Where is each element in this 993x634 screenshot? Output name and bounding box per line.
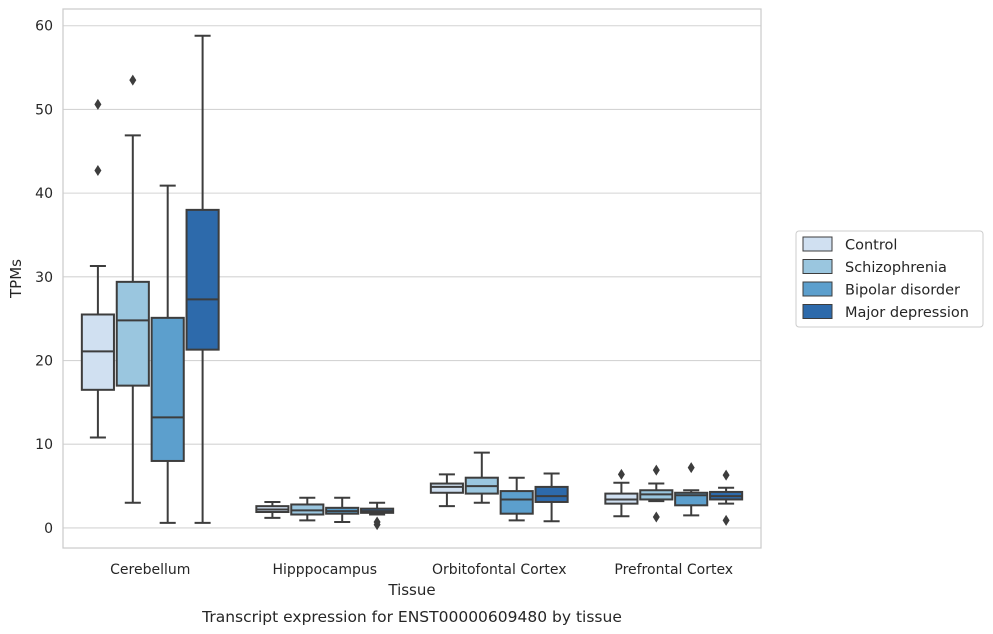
legend-swatch (802, 259, 833, 274)
box-2-0 (150, 184, 185, 524)
x-axis-label: Tissue (387, 581, 435, 599)
box-0-2 (429, 473, 464, 508)
box-3-0 (185, 34, 220, 524)
x-tick-label: Orbitofontal Cortex (432, 562, 567, 578)
box-3-3 (709, 469, 744, 526)
legend-swatch (802, 281, 833, 297)
y-axis-label: TPMs (7, 259, 25, 299)
y-tick-label: 0 (44, 521, 53, 537)
box-2-1 (325, 496, 360, 524)
flier-point (687, 462, 695, 474)
flier-point (722, 469, 730, 481)
y-tick-labels: 0 10 20 30 40 50 60 (35, 19, 53, 537)
box-0-3 (604, 468, 639, 518)
box-1-0 (115, 74, 150, 504)
box-body (429, 482, 464, 494)
legend-label: Schizophrenia (845, 260, 947, 276)
box-body (499, 490, 534, 515)
box-1-1 (290, 496, 325, 522)
x-tick-label: Hipppocampus (272, 562, 377, 578)
flier-point (373, 516, 381, 528)
y-tick-label: 10 (35, 437, 53, 453)
box-2-2 (499, 476, 534, 522)
box-body (534, 485, 569, 503)
flier-point (94, 165, 102, 177)
y-tick-label: 60 (35, 19, 53, 35)
box-3-2 (534, 472, 569, 523)
box-3-1 (360, 501, 395, 531)
box-body (185, 208, 220, 351)
y-tick-label: 20 (35, 354, 53, 370)
box-body (150, 316, 185, 462)
plot-frame (62, 8, 762, 549)
legend-label: Control (845, 238, 897, 254)
legend-swatch (802, 304, 833, 319)
flier-point (652, 464, 660, 476)
y-tick-label: 50 (35, 102, 53, 118)
flier-point (722, 514, 730, 526)
flier-point (652, 511, 660, 523)
y-tick-label: 40 (35, 186, 53, 202)
box-0-1 (255, 500, 290, 519)
legend-label: Bipolar disorder (845, 283, 960, 299)
x-tick-label: Cerebellum (110, 562, 190, 578)
legend-swatch (802, 236, 833, 252)
box-1-3 (639, 464, 674, 523)
box-body (115, 280, 150, 387)
box-2-3 (674, 462, 709, 517)
x-tick-labels: Cerebellum Hipppocampus Orbitofontal Corte… (110, 562, 733, 578)
legend-label: Major depression (845, 305, 969, 321)
box-1-2 (464, 451, 499, 504)
flier-point (617, 468, 625, 480)
y-tick-label: 30 (35, 270, 53, 286)
flier-point (94, 98, 102, 110)
box-layer (80, 34, 744, 531)
legend-frame (795, 230, 984, 328)
flier-point (129, 74, 137, 86)
chart-title: Transcript expression for ENST0000060948… (201, 608, 622, 626)
legend: Control Schizophrenia Bipolar disorder Majo… (795, 230, 984, 328)
x-tick-label: Prefrontal Cortex (614, 562, 733, 578)
box-0-0 (80, 98, 115, 439)
